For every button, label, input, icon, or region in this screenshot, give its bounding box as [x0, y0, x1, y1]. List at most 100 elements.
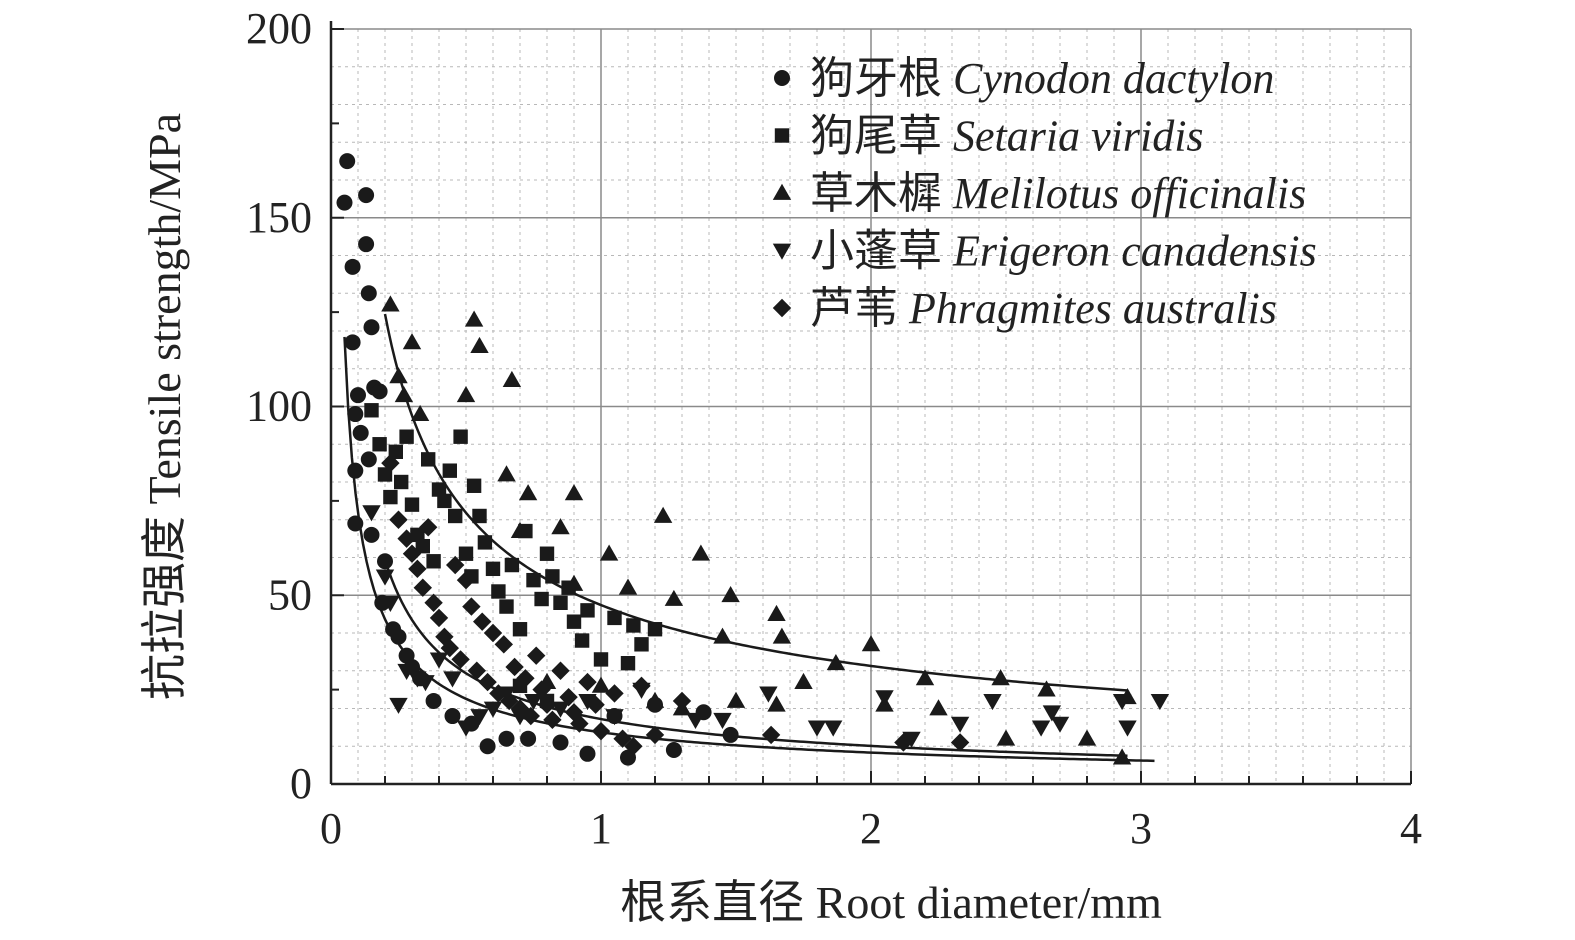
diamond-data-point: [591, 721, 611, 741]
square-data-point: [566, 614, 582, 629]
triangle-up-data-point: [599, 544, 619, 561]
square-data-point: [593, 652, 609, 667]
triangle-up-data-point: [653, 506, 673, 523]
triangle-up-data-point: [410, 404, 430, 421]
square-data-point: [437, 493, 452, 509]
square-data-point: [421, 452, 436, 467]
square-data-point: [539, 546, 555, 561]
circle-data-point: [390, 628, 407, 645]
triangle-down-data-point: [902, 731, 921, 748]
diamond-data-point: [473, 612, 492, 631]
triangle-up-data-point: [772, 627, 792, 644]
square-data-point: [364, 403, 379, 418]
triangle-up-data-point: [767, 604, 786, 622]
diamond-data-point: [424, 593, 443, 612]
triangle-down-data-point: [1112, 694, 1132, 711]
triangle-down-data-point: [713, 712, 732, 730]
triangle-up-data-point: [726, 691, 746, 708]
square-data-point: [426, 554, 441, 569]
triangle-up-data-point: [551, 518, 570, 535]
square-data-point: [383, 489, 398, 505]
triangle-up-data-point: [502, 370, 522, 387]
triangle-up-data-point: [389, 367, 408, 384]
triangle-up-data-point: [518, 484, 538, 501]
diamond-data-point: [467, 661, 486, 680]
square-data-point: [580, 603, 595, 618]
diamond-data-point: [894, 733, 913, 752]
square-data-point: [377, 467, 393, 482]
diamond-data-point: [578, 672, 597, 692]
diamond-data-point: [761, 725, 781, 745]
circle-data-point: [360, 285, 377, 302]
triangle-down-data-point: [983, 694, 1002, 711]
triangle-down-data-point: [524, 694, 543, 711]
triangle-down-data-point: [470, 709, 489, 726]
square-data-point: [453, 429, 468, 444]
x-tick-label: 2: [860, 804, 882, 853]
diamond-data-point: [419, 518, 438, 537]
x-tick-labels: 0 1 2 3 4: [320, 804, 1422, 853]
fit-curve: [343, 336, 1155, 763]
triangle-down-data-point: [875, 690, 894, 707]
diamond-data-point: [672, 691, 692, 711]
diamond-data-point: [570, 714, 589, 733]
diamond-data-point: [586, 695, 605, 714]
square-data-point: [448, 508, 463, 524]
triangle-down-data-point: [397, 663, 416, 680]
circle-data-point: [520, 730, 537, 747]
circle-data-point: [347, 462, 364, 479]
triangle-up-data-point: [929, 699, 948, 716]
circle-data-point: [336, 194, 353, 211]
triangle-up-data-point: [691, 544, 711, 561]
diamond-data-point: [429, 608, 449, 628]
legend-label: 狗尾草 Setaria viridis: [810, 112, 1204, 161]
triangle-down-data-point: [551, 701, 570, 718]
triangle-up-data-point: [564, 574, 584, 591]
triangle-down-data-point: [1118, 720, 1137, 737]
triangle-up-data-point: [713, 627, 732, 644]
y-tick-label: 150: [246, 193, 312, 242]
triangle-down-data-point: [362, 505, 381, 522]
triangle-up-data-point: [794, 672, 813, 689]
diamond-data-point: [559, 687, 578, 707]
square-data-point: [545, 569, 560, 584]
circle-data-point: [377, 553, 393, 570]
legend-label: 草木樨 Melilotus officinalis: [810, 169, 1306, 218]
diamond-data-point: [950, 733, 970, 752]
diamond-data-point: [397, 529, 416, 548]
x-axis-title: 根系直径 Root diameter/mm: [620, 877, 1162, 928]
diamond-data-point: [413, 578, 432, 597]
circle-data-point: [444, 708, 461, 725]
x-tick-label: 0: [320, 804, 342, 853]
triangle-down-data-point: [686, 712, 705, 730]
circle-data-point: [722, 726, 739, 743]
square-data-point: [634, 637, 649, 652]
y-tick-label: 200: [246, 4, 312, 53]
square-data-point: [607, 610, 622, 626]
triangle-down-data-point: [1150, 694, 1170, 711]
square-data-point: [553, 595, 568, 610]
diamond-data-point: [645, 725, 665, 745]
circle-data-point: [363, 319, 380, 336]
diamond-data-point: [500, 691, 519, 711]
data-points: [336, 153, 1170, 766]
circle-data-point: [344, 258, 361, 275]
axes: [329, 21, 1412, 786]
triangle-down-data-point: [759, 686, 778, 703]
square-data-point: [372, 437, 387, 452]
circle-data-point: [425, 692, 442, 709]
diamond-data-point: [446, 555, 465, 575]
triangle-up-data-point: [464, 310, 484, 327]
plot-area: [336, 153, 1170, 766]
triangle-down-data-point: [429, 652, 449, 669]
circle-data-point: [358, 236, 375, 253]
triangle-down-data-point: [381, 595, 400, 612]
triangle-down-data-point: [578, 694, 597, 711]
legend-circle-marker: [774, 70, 790, 86]
y-tick-label: 0: [290, 759, 312, 808]
diamond-data-point: [624, 737, 643, 756]
diamond-data-point: [537, 695, 557, 714]
square-data-point: [647, 622, 663, 637]
diamond-data-point: [551, 661, 570, 680]
